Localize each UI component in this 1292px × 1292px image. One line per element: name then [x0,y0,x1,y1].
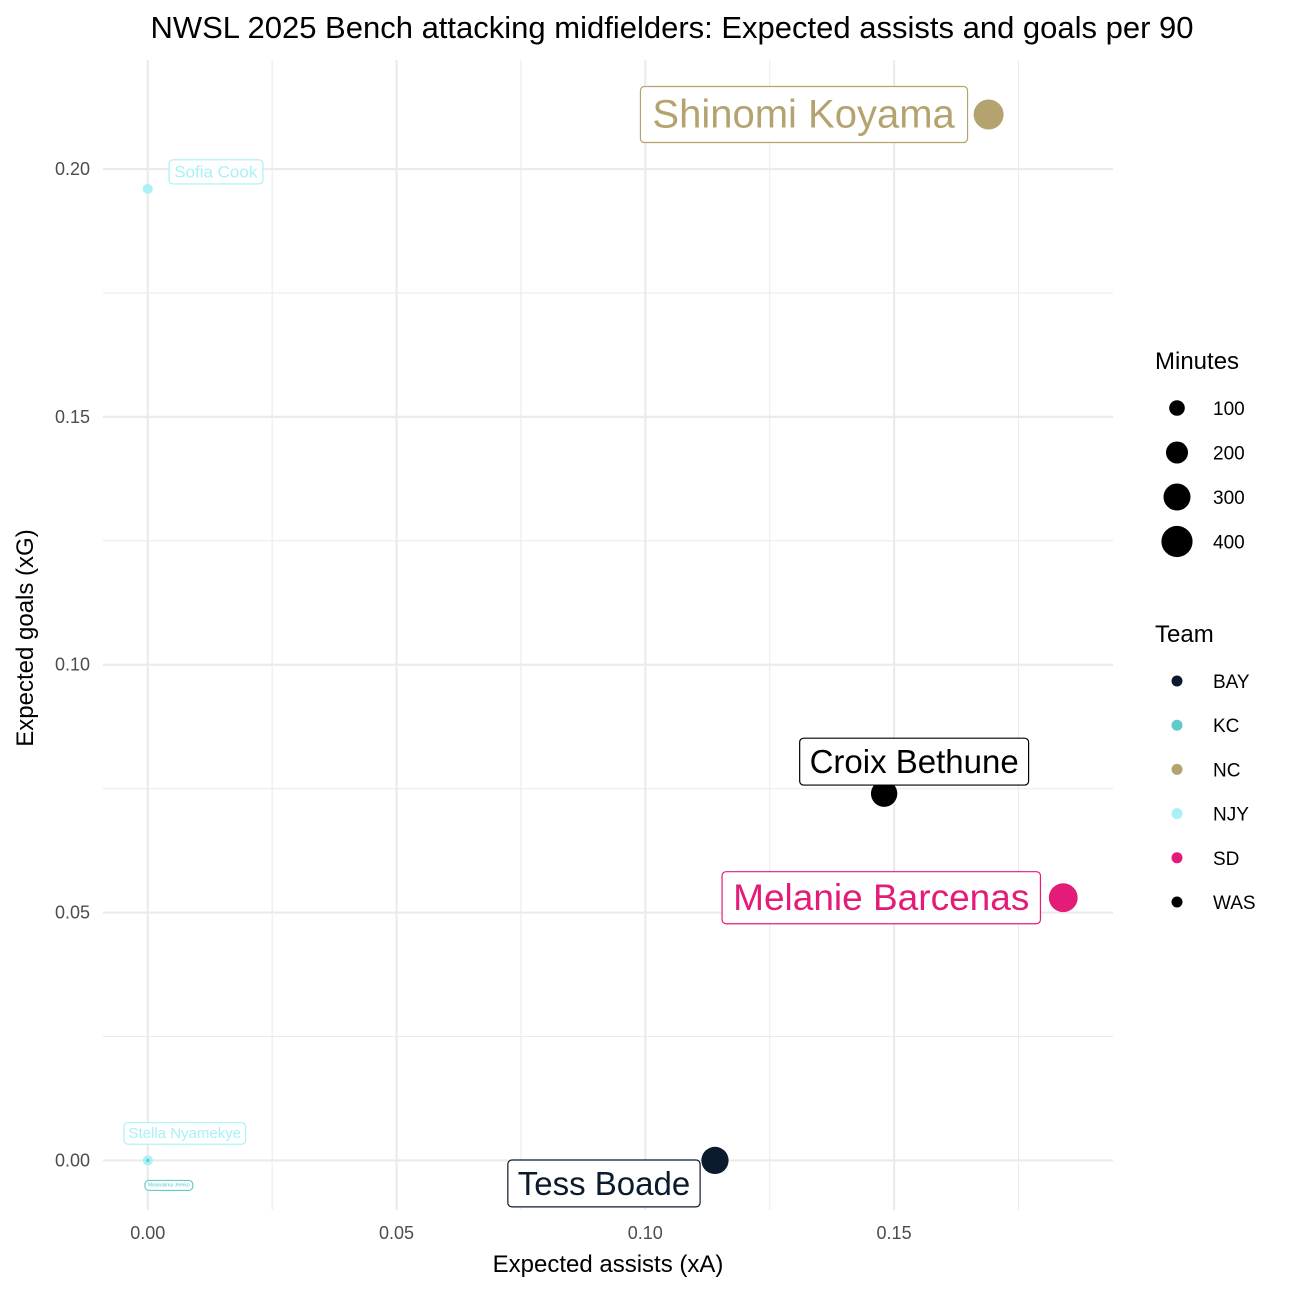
data-point [870,780,898,807]
x-tick-label: 0.05 [379,1223,414,1243]
label-text: Shinomi Koyama [652,93,955,137]
y-tick-label: 0.15 [55,407,90,427]
legend-team-label: BAY [1213,672,1250,693]
legend-minutes: Minutes 100 200 300 400 [1155,348,1245,558]
chart-title: NWSL 2025 Bench attacking midfielders: E… [150,10,1193,45]
legend-team-key [1171,675,1183,687]
y-tick-label: 0.20 [55,159,90,179]
legend-team-label: WAS [1213,893,1256,914]
label-text: Stella Nyamekye [129,1125,242,1142]
y-tick-label: 0.00 [55,1150,90,1170]
point-labels: Shinomi Koyama Sofia Cook Croix Bethune Mel… [123,85,1042,1208]
point-label: Tess Boade [507,1159,701,1208]
point-label: Sofia Cook [168,159,264,185]
y-tick-label: 0.05 [55,903,90,923]
legend-team-label: KC [1213,716,1239,737]
legend-team-key [1171,763,1183,775]
label-box [799,737,1030,786]
legend-team-key [1171,808,1183,820]
data-point [1048,883,1078,913]
data-points [142,99,1078,1175]
label-text: Sofia Cook [174,162,258,181]
label-box [721,871,1042,925]
legend-size-label: 400 [1213,533,1245,554]
data-point [701,1146,729,1175]
legend-team-label: SD [1213,849,1239,870]
legend-team-label: NC [1213,760,1240,781]
point-label: Stella Nyamekye [123,1122,247,1145]
legend-team-key [1171,719,1183,731]
data-point [142,183,153,194]
y-axis-title: Expected goals (xG) [12,529,39,746]
x-axis-ticks: 0.00 0.05 0.10 0.15 [130,1223,911,1243]
label-box [168,159,264,185]
x-axis-title: Expected assists (xA) [493,1251,724,1278]
legend-size-key [1163,483,1191,511]
legend-team-label: NJY [1213,805,1249,826]
legend-size-key [1169,400,1185,416]
legend-size-key [1165,441,1189,464]
point-label: Shinomi Koyama [639,85,969,144]
grid [103,60,1113,1210]
label-text: Mwanalima Jereko [148,1182,190,1188]
label-box [144,1179,194,1192]
label-box [507,1159,701,1208]
legend-team-key [1171,896,1183,908]
data-point [146,1158,150,1163]
legend-team-title: Team [1155,621,1214,648]
legend-size-label: 300 [1213,488,1245,509]
legend-size-label: 100 [1213,399,1245,420]
legend-minutes-title: Minutes [1155,348,1239,375]
x-tick-label: 0.10 [628,1223,663,1243]
point-label: Melanie Barcenas [721,871,1042,925]
data-point [973,99,1004,130]
label-text: Croix Bethune [810,743,1019,780]
legend-size-label: 200 [1213,444,1245,465]
label-text: Melanie Barcenas [733,877,1029,918]
point-label: Mwanalima Jereko [144,1179,194,1192]
legend-size-key [1161,525,1193,558]
legend-team: Team BAY KC NC NJY SD WAS [1155,621,1256,914]
y-axis-ticks: 0.00 0.05 0.10 0.15 0.20 [55,159,90,1170]
x-tick-label: 0.15 [877,1223,912,1243]
label-box [639,85,969,144]
label-text: Tess Boade [518,1165,690,1202]
y-tick-label: 0.10 [55,655,90,675]
legend-team-key [1171,852,1183,864]
label-box [123,1122,247,1145]
point-label: Croix Bethune [799,737,1030,786]
x-tick-label: 0.00 [130,1223,165,1243]
